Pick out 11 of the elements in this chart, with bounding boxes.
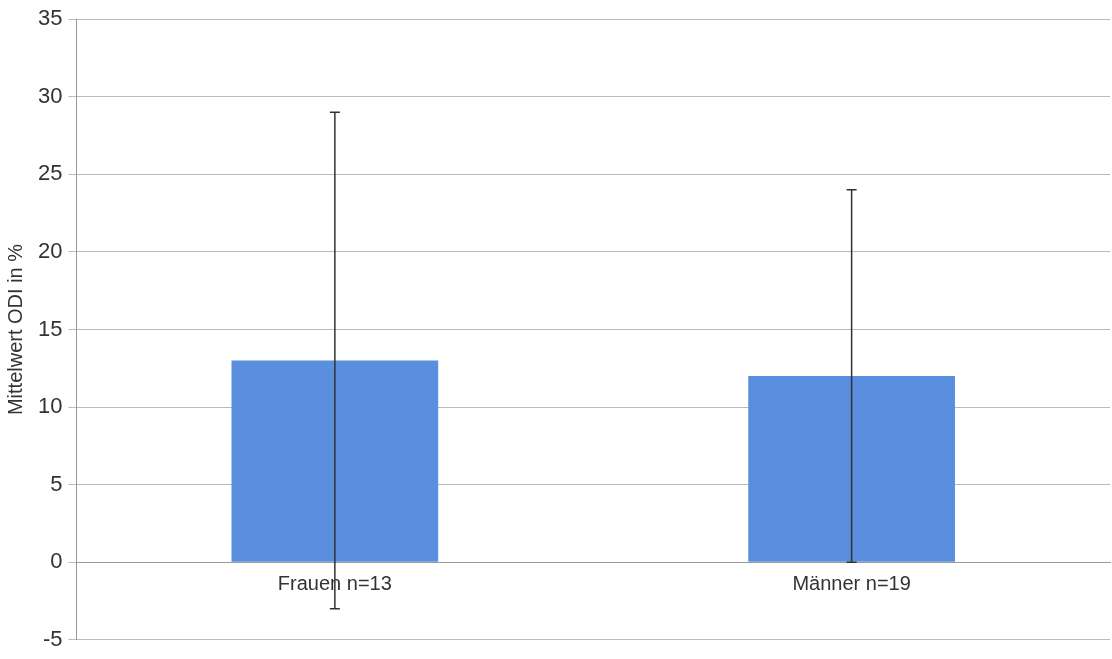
y-tick-label: 30 (37, 82, 63, 108)
y-tick-label: -5 (42, 625, 63, 651)
y-tick-label: 35 (37, 5, 63, 31)
y-tick-label: 10 (37, 393, 63, 419)
x-tick-label: Männer n=19 (792, 571, 911, 594)
y-tick-label: 15 (37, 315, 63, 341)
y-tick-label: 5 (50, 470, 63, 496)
y-tick-label: 20 (37, 237, 63, 263)
y-axis-title: Mittelwert ODI in % (3, 243, 26, 416)
y-tick-label: 25 (37, 160, 63, 186)
y-tick-label: 0 (50, 548, 63, 574)
